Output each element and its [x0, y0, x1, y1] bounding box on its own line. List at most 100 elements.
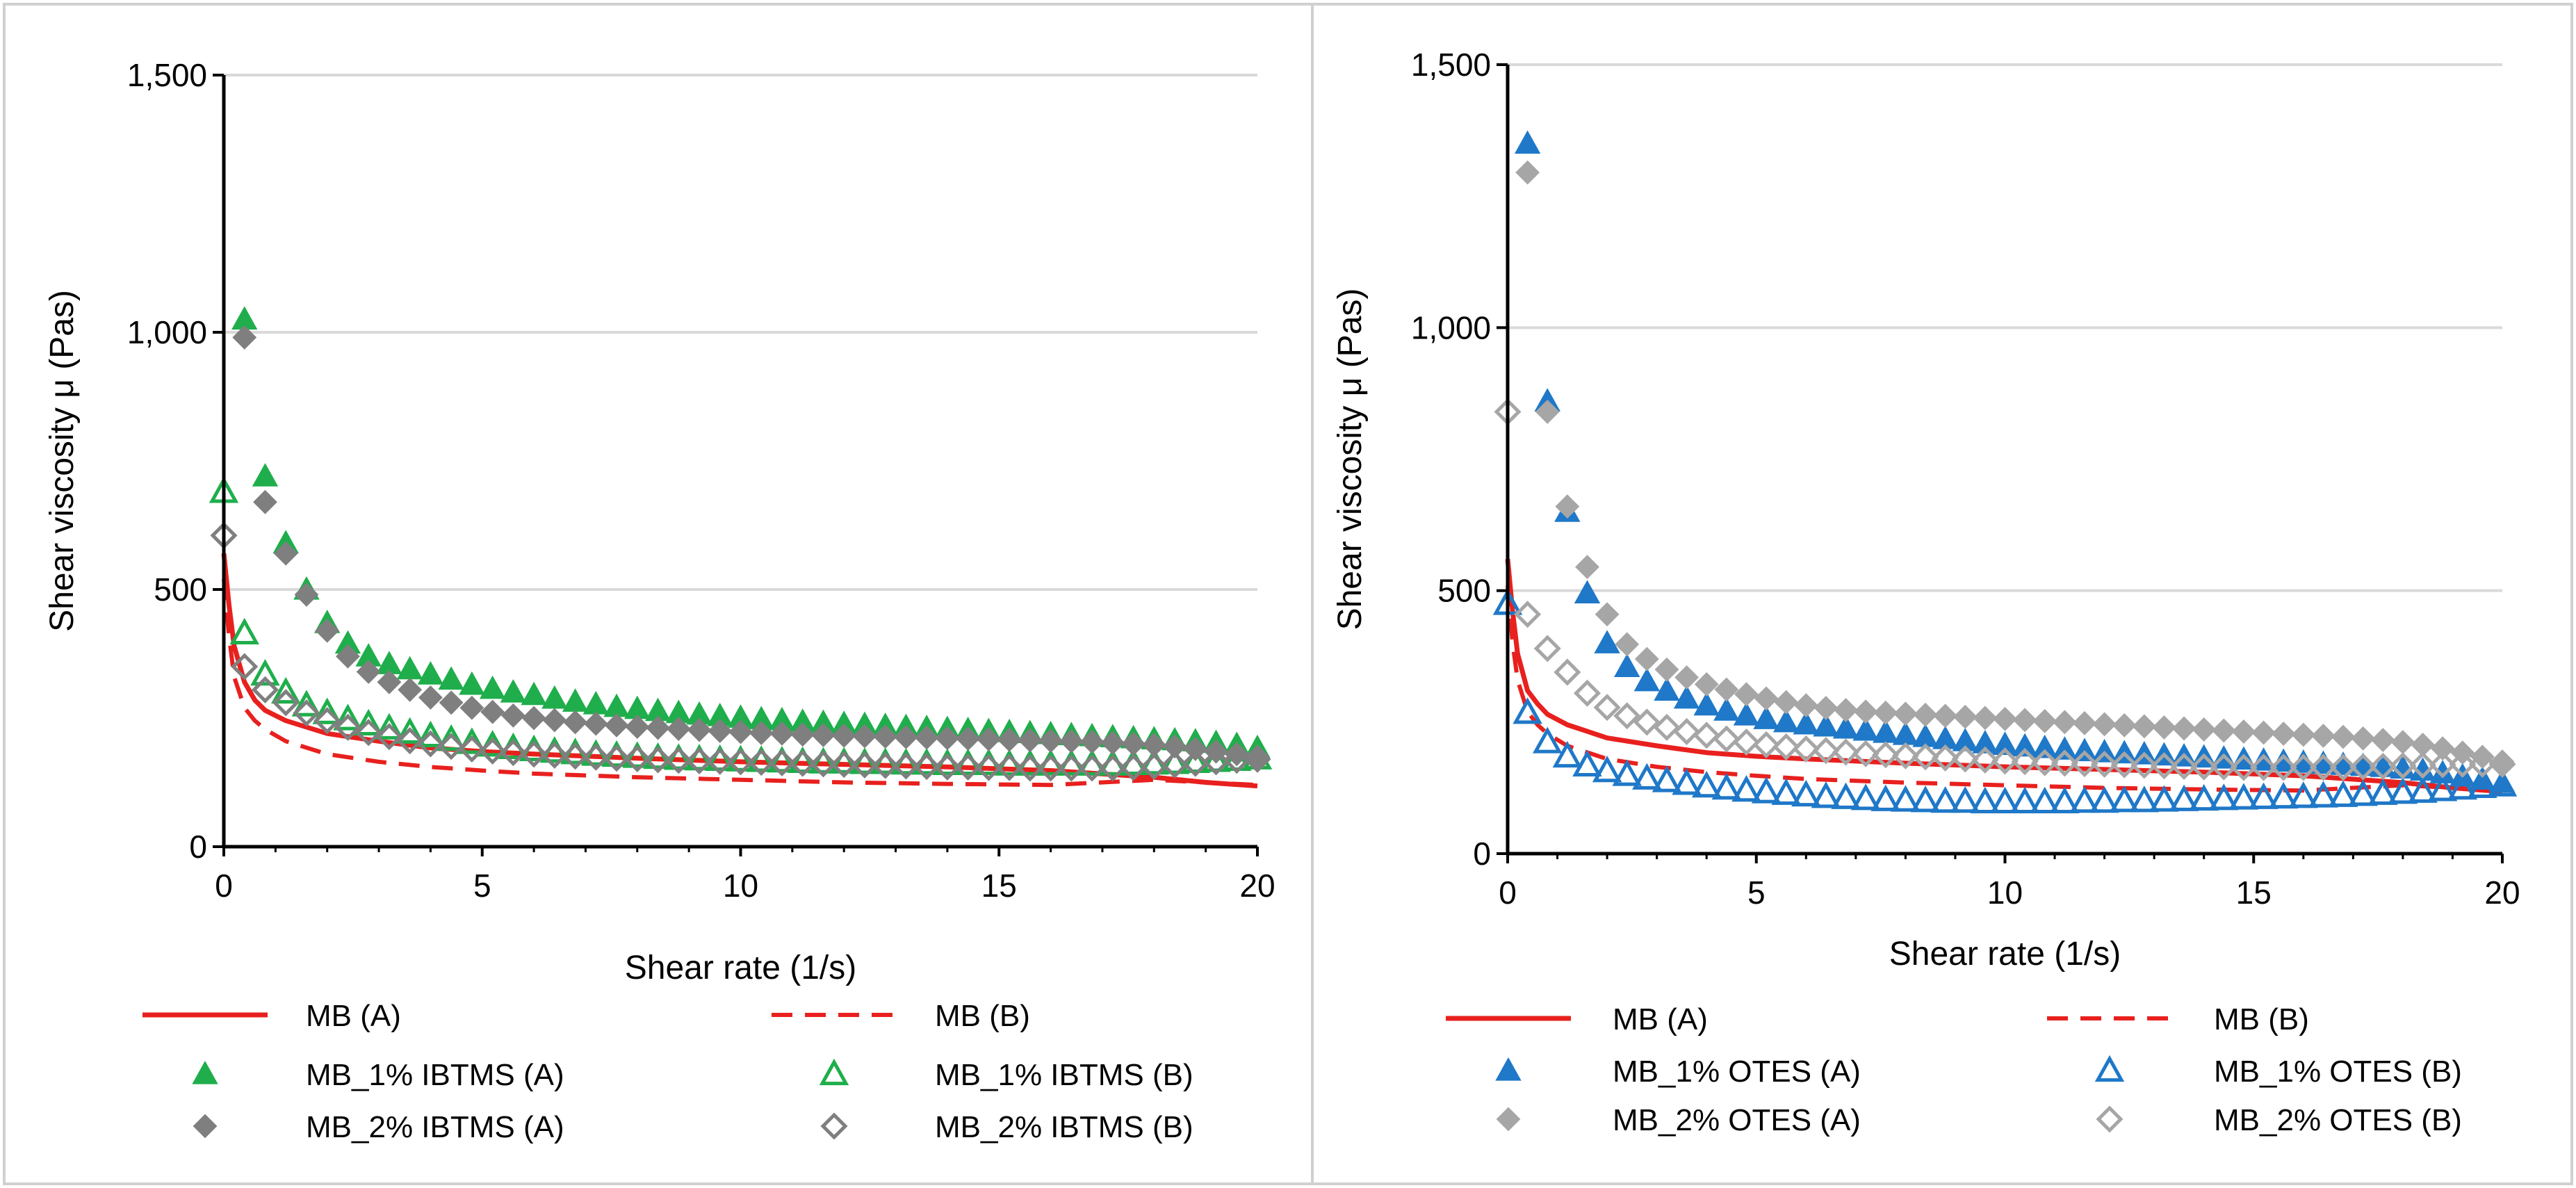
data-point	[521, 706, 546, 731]
data-point	[1593, 694, 1621, 722]
data-point	[1099, 754, 1127, 782]
data-point	[1913, 702, 1938, 727]
y-tick-label: 1,000	[127, 314, 207, 350]
data-point	[2447, 773, 2478, 800]
data-point	[2328, 780, 2358, 807]
x-tick-label: 5	[473, 868, 491, 904]
legend-swatch	[820, 1112, 848, 1140]
data-point	[2209, 783, 2239, 811]
x-axis-title: Shear rate (1/s)	[1889, 936, 2121, 973]
data-point	[333, 703, 363, 731]
data-point	[685, 747, 713, 774]
y-axis-title: Shear viscosity μ (Pas)	[44, 290, 81, 632]
data-point	[1971, 746, 1999, 774]
data-point	[2071, 738, 2098, 762]
data-point	[2251, 720, 2276, 745]
data-point	[646, 715, 670, 740]
data-point	[1654, 657, 1679, 682]
left-chart-panel: 0 500 1,000 1,500 0 5 10 15 20 Shear viscosity μ…	[44, 57, 1275, 1144]
data-point	[437, 733, 465, 760]
data-point	[2250, 754, 2278, 781]
data-point	[1244, 745, 1271, 773]
data-point	[1911, 743, 1939, 771]
data-point	[767, 746, 797, 773]
gridlines	[224, 74, 1257, 591]
data-point	[459, 671, 485, 695]
data-point	[1554, 658, 1581, 686]
data-point	[790, 722, 815, 747]
data-point	[1100, 731, 1125, 755]
data-point	[1552, 740, 1583, 768]
data-point	[1120, 754, 1148, 781]
data-point	[231, 653, 259, 681]
data-point	[291, 690, 322, 717]
series-mb-2-otes-a-	[1515, 160, 2515, 774]
data-point	[541, 685, 568, 709]
data-point	[1573, 679, 1601, 707]
data-point	[1182, 749, 1209, 777]
series-line	[222, 578, 1258, 788]
data-point	[1793, 693, 1818, 718]
data-point	[2470, 744, 2495, 770]
data-point	[2408, 751, 2437, 779]
data-point	[892, 752, 920, 780]
data-point	[1950, 786, 1980, 813]
data-point	[353, 708, 384, 735]
data-point	[2488, 750, 2516, 778]
data-point	[2169, 784, 2199, 811]
data-point	[1772, 733, 1800, 760]
data-point	[1162, 734, 1187, 759]
data-point	[1991, 747, 2019, 775]
data-point	[2129, 786, 2160, 813]
data-point	[417, 661, 444, 685]
x-tick-label: 5	[1747, 874, 1766, 911]
data-point	[1993, 706, 2017, 731]
data-point	[1970, 786, 2000, 813]
data-point	[708, 719, 733, 743]
data-point	[1852, 717, 1879, 741]
legend-item: MB_1% OTES (A)	[1495, 1055, 1861, 1089]
legend-label: MB_1% IBTMS (B)	[935, 1058, 1193, 1092]
data-point	[2271, 722, 2296, 746]
data-point	[542, 708, 567, 733]
data-point	[894, 724, 918, 749]
data-point	[354, 719, 382, 747]
data-point	[1850, 783, 1881, 811]
data-point	[2051, 736, 2078, 760]
data-point	[2031, 749, 2059, 776]
x-tick-label: 20	[2484, 874, 2520, 911]
data-point	[726, 748, 755, 776]
data-point	[1533, 635, 1561, 662]
data-point	[914, 725, 939, 750]
data-point	[2430, 736, 2455, 761]
data-point	[273, 541, 298, 566]
data-point	[1532, 726, 1563, 754]
data-point	[438, 666, 464, 690]
data-point	[1832, 738, 1860, 766]
data-point	[2348, 779, 2378, 806]
data-point	[2309, 754, 2337, 781]
data-point	[1594, 630, 1620, 653]
data-point	[1572, 749, 1602, 776]
legend-swatch	[2094, 1055, 2125, 1082]
data-point	[1891, 742, 1919, 770]
data-point	[439, 690, 464, 715]
data-point	[1673, 685, 1700, 709]
data-point	[852, 724, 877, 749]
data-point	[2110, 751, 2138, 779]
data-point	[1693, 692, 1720, 716]
legend-label: MB (A)	[1613, 1002, 1708, 1036]
legend-item: MB (B)	[2047, 1002, 2309, 1036]
data-point	[1513, 697, 1542, 724]
data-point	[1714, 677, 1739, 702]
data-point	[665, 747, 692, 774]
data-point	[2189, 783, 2219, 811]
data-point	[2468, 771, 2497, 799]
data-point	[499, 739, 527, 767]
right-chart-panel: 0 500 1,000 1,500 0 5 10 15 20 Shear viscosity μ…	[1332, 47, 2520, 1137]
series-mb-2-ibtms-b-	[210, 521, 1271, 782]
data-point	[1832, 715, 1859, 739]
data-point	[356, 659, 381, 684]
data-point	[2149, 785, 2179, 812]
data-point	[1831, 782, 1861, 809]
